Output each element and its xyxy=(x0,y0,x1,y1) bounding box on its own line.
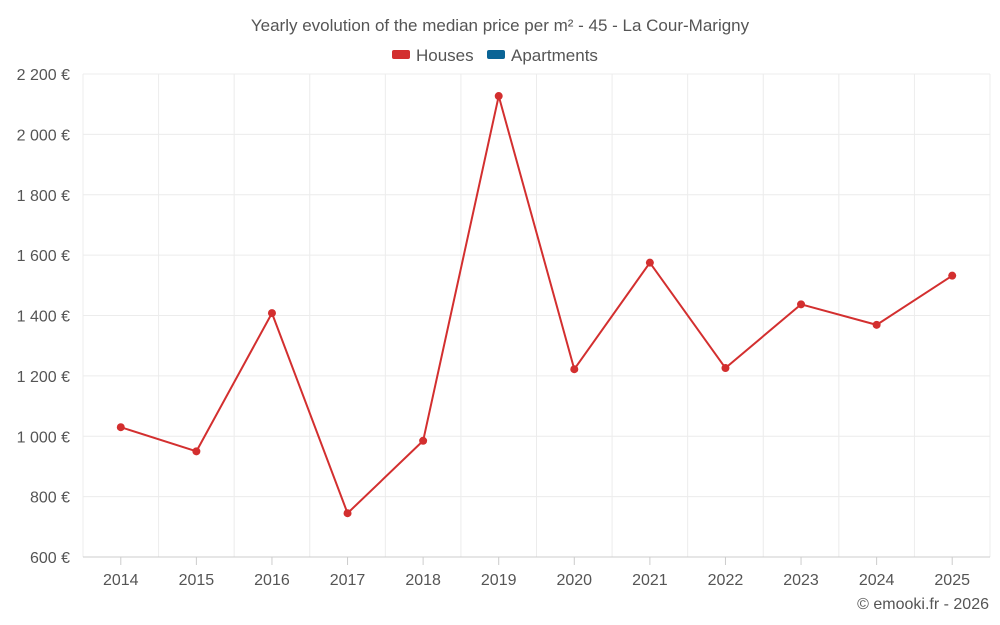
legend-swatch-houses xyxy=(392,50,410,59)
x-tick-label: 2021 xyxy=(632,572,668,589)
grid xyxy=(82,73,991,557)
y-axis-ticks: 2 200 € 2 000 € 1 800 € 1 600 € 1 400 € 1 200… xyxy=(17,67,70,567)
legend-swatch-apartments xyxy=(487,50,505,59)
y-tick-label: 600 € xyxy=(30,550,70,567)
legend: Houses Apartments xyxy=(392,46,598,65)
x-tick-label: 2015 xyxy=(179,572,215,589)
data-point-houses-2014[interactable] xyxy=(116,423,125,432)
chart-title: Yearly evolution of the median price per… xyxy=(251,16,750,35)
data-point-houses-2024[interactable] xyxy=(872,320,881,329)
y-tick-label: 1 200 € xyxy=(17,369,70,386)
legend-item-houses[interactable]: Houses xyxy=(392,46,474,65)
legend-label-houses: Houses xyxy=(416,46,474,65)
credit-text: © emooki.fr - 2026 xyxy=(857,596,989,613)
data-point-houses-2018[interactable] xyxy=(419,436,428,445)
x-tick-label: 2018 xyxy=(405,572,441,589)
x-tick-label: 2017 xyxy=(330,572,366,589)
data-point-houses-2019[interactable] xyxy=(494,92,503,101)
data-point-houses-2016[interactable] xyxy=(267,309,276,318)
x-tick-label: 2024 xyxy=(859,572,895,589)
data-point-houses-2015[interactable] xyxy=(192,447,201,456)
y-tick-label: 2 000 € xyxy=(17,127,70,144)
data-point-houses-2017[interactable] xyxy=(343,509,352,518)
x-tick-label: 2019 xyxy=(481,572,517,589)
data-point-houses-2022[interactable] xyxy=(721,364,730,373)
series-houses xyxy=(116,92,957,518)
series-line-houses xyxy=(120,95,953,515)
y-tick-label: 1 000 € xyxy=(17,429,70,446)
x-tick-label: 2022 xyxy=(708,572,744,589)
y-tick-label: 1 400 € xyxy=(17,309,70,326)
legend-label-apartments: Apartments xyxy=(511,46,598,65)
x-tick-label: 2023 xyxy=(783,572,819,589)
y-tick-label: 1 600 € xyxy=(17,248,70,265)
y-tick-label: 2 200 € xyxy=(17,67,70,84)
x-tick-label: 2016 xyxy=(254,572,290,589)
y-tick-label: 800 € xyxy=(30,490,70,507)
data-point-houses-2020[interactable] xyxy=(570,365,579,374)
x-tick-label: 2025 xyxy=(934,572,970,589)
x-axis-ticks: 2014 2015 2016 2017 2018 2019 2020 2021 2022 2023… xyxy=(103,557,970,589)
x-tick-label: 2020 xyxy=(556,572,592,589)
data-point-houses-2025[interactable] xyxy=(948,271,957,280)
data-point-houses-2021[interactable] xyxy=(645,258,654,267)
x-tick-label: 2014 xyxy=(103,572,139,589)
data-point-houses-2023[interactable] xyxy=(797,300,806,309)
y-tick-label: 1 800 € xyxy=(17,188,70,205)
legend-item-apartments[interactable]: Apartments xyxy=(487,46,598,65)
